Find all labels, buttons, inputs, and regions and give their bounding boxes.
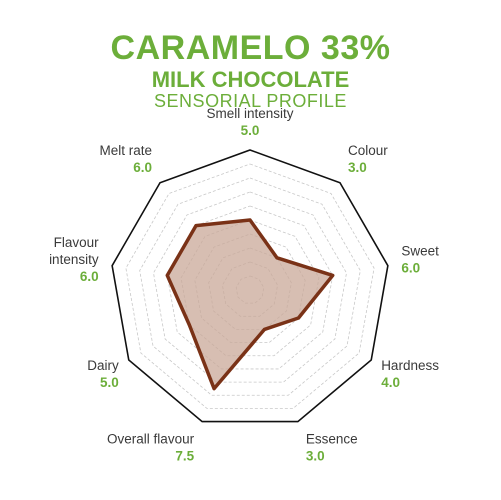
axis-label: Smell intensity bbox=[206, 106, 293, 121]
axis-value-label: 6.0 bbox=[133, 160, 152, 175]
axis-value-label: 5.0 bbox=[100, 375, 119, 390]
data-point bbox=[275, 256, 279, 260]
axis-label: Hardness bbox=[381, 358, 439, 373]
data-point bbox=[194, 224, 198, 228]
axis-label: Colour bbox=[348, 143, 388, 158]
axis-value-label: 4.0 bbox=[381, 375, 400, 390]
axis-value-label: 6.0 bbox=[401, 261, 420, 276]
data-point bbox=[165, 273, 169, 277]
series-polygon bbox=[165, 218, 335, 391]
data-point bbox=[187, 323, 191, 327]
axis-label: Flavour bbox=[54, 235, 100, 250]
axis-label: Overall flavour bbox=[107, 432, 195, 447]
chart-subsubtitle: SENSORIAL PROFILE bbox=[154, 91, 347, 111]
axis-value-label: 3.0 bbox=[306, 449, 325, 464]
axis-label: Essence bbox=[306, 432, 358, 447]
grid-ring bbox=[180, 219, 320, 357]
chart-title: CARAMELO 33% bbox=[110, 29, 391, 67]
axis-value-label: 6.0 bbox=[80, 269, 99, 284]
outer-ring bbox=[111, 149, 389, 423]
axis-label: intensity bbox=[49, 252, 99, 267]
data-point bbox=[262, 327, 266, 331]
grid-ring bbox=[125, 163, 375, 409]
axis-value-label: 3.0 bbox=[348, 160, 367, 175]
radar-series bbox=[165, 218, 335, 391]
axis-label: Dairy bbox=[87, 358, 119, 373]
data-point bbox=[331, 273, 335, 277]
chart-subtitle: MILK CHOCOLATE bbox=[151, 67, 350, 92]
axis-label: Melt rate bbox=[99, 143, 152, 158]
data-point bbox=[297, 316, 300, 320]
axis-label: Sweet bbox=[401, 244, 439, 259]
axis-value-label: 5.0 bbox=[241, 123, 260, 138]
axis-value-label: 7.5 bbox=[175, 449, 194, 464]
grid-ring bbox=[153, 191, 347, 383]
data-point bbox=[248, 218, 252, 222]
data-point bbox=[212, 387, 216, 391]
radar-labels: Smell intensity 5.0 Colour 3.0 Sweet 6.0 Hardn… bbox=[49, 106, 439, 464]
